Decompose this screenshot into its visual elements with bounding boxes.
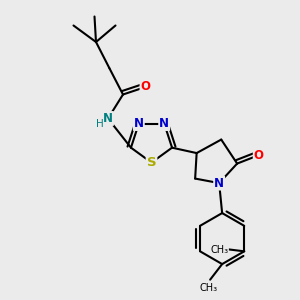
Text: N: N xyxy=(159,117,169,130)
Text: H: H xyxy=(96,119,104,129)
Text: CH₃: CH₃ xyxy=(210,245,228,255)
Text: O: O xyxy=(254,149,264,162)
Text: N: N xyxy=(214,177,224,190)
Text: N: N xyxy=(134,117,144,130)
Text: O: O xyxy=(140,80,151,94)
Text: CH₃: CH₃ xyxy=(200,283,218,293)
Text: N: N xyxy=(103,112,113,125)
Text: S: S xyxy=(147,156,156,169)
